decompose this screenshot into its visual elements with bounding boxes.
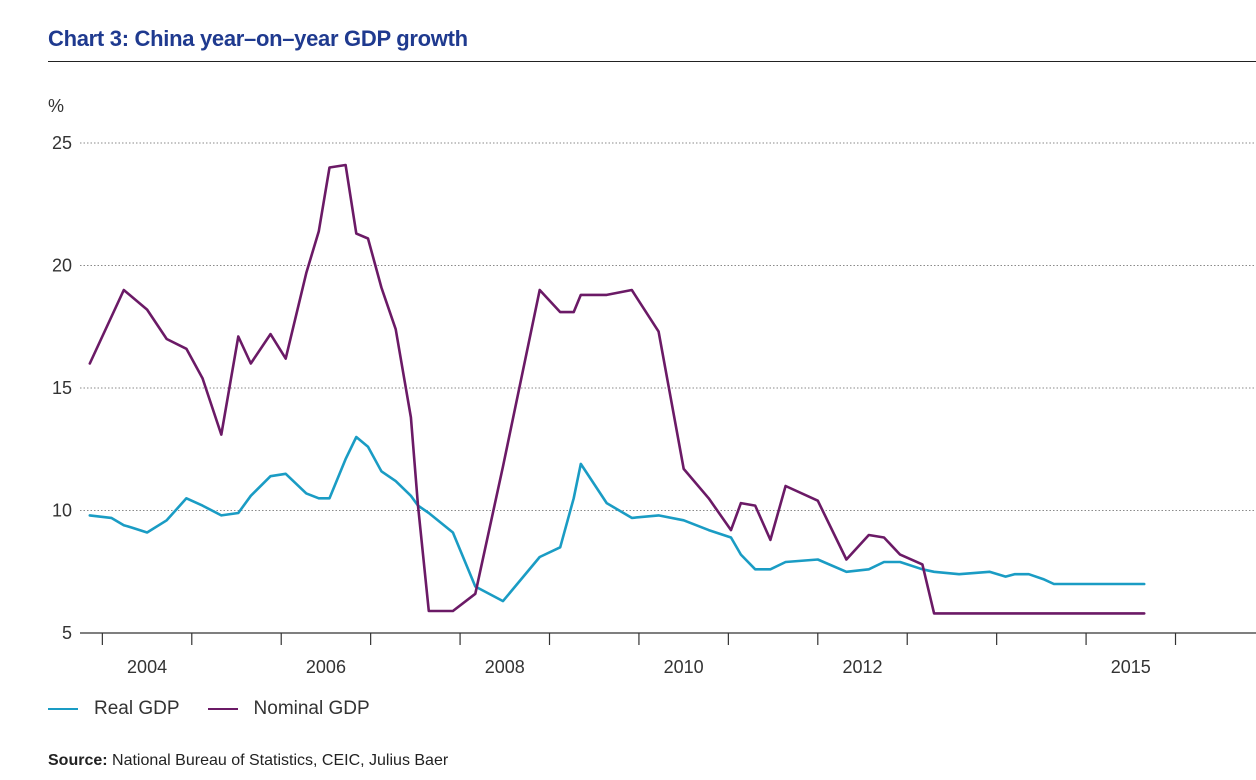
chart-title: Chart 3: China year–on–year GDP growth xyxy=(48,26,468,51)
x-axis xyxy=(80,632,1256,645)
x-tick-label-2012: 2012 xyxy=(842,657,882,677)
y-tick-label-15: 15 xyxy=(52,378,72,398)
series-line-nominal-gdp xyxy=(88,163,1146,615)
title-divider xyxy=(48,61,1256,62)
x-tick-label-2008: 2008 xyxy=(485,657,525,677)
legend-label-nominal-gdp: Nominal GDP xyxy=(253,698,370,719)
source-note: Source: National Bureau of Statistics, C… xyxy=(48,752,448,770)
x-tick-label-2004: 2004 xyxy=(127,657,167,677)
x-tick-label-2015: 2015 xyxy=(1111,657,1151,677)
legend-swatch-nominal-gdp xyxy=(207,708,238,710)
y-tick-label-20: 20 xyxy=(52,256,72,276)
series-lines xyxy=(88,163,1146,615)
x-tick-label-2006: 2006 xyxy=(306,657,346,677)
legend-swatch-real-gdp xyxy=(48,708,78,710)
x-tick-label-2010: 2010 xyxy=(664,657,704,677)
series-line-real-gdp xyxy=(88,435,1146,603)
line-chart: % 5 10 15 20 25 2004 2006 2008 2010 2012 2015 xyxy=(48,96,1256,677)
axis-labels: % 5 10 15 20 25 2004 2006 2008 2010 2012 2015 xyxy=(48,96,1151,677)
y-tick-label-5: 5 xyxy=(62,623,72,643)
legend-item-nominal-gdp: Nominal GDP xyxy=(207,698,370,720)
legend: Real GDP Nominal GDP xyxy=(48,698,398,720)
gridlines xyxy=(80,142,1256,511)
source-label: Source: xyxy=(48,752,108,769)
y-axis-unit-label: % xyxy=(48,96,64,116)
y-tick-label-25: 25 xyxy=(52,133,72,153)
legend-label-real-gdp: Real GDP xyxy=(94,698,180,719)
source-text: National Bureau of Statistics, CEIC, Jul… xyxy=(112,752,449,769)
legend-item-real-gdp: Real GDP xyxy=(48,698,180,720)
y-tick-label-10: 10 xyxy=(52,501,72,521)
